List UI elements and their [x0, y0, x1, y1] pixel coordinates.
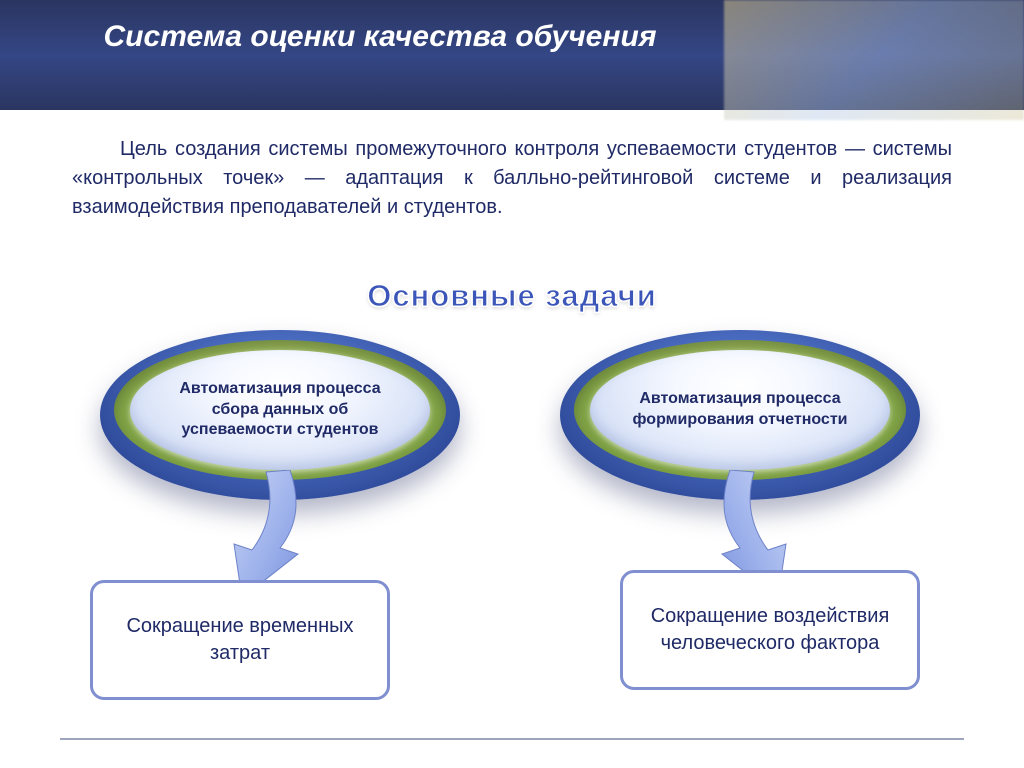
disc-label: Автоматизация процесса формирования отче…	[616, 389, 864, 431]
page-title: Система оценки качества обучения	[80, 18, 680, 56]
box-label: Сокращение временных затрат	[119, 613, 361, 667]
footer-line	[60, 738, 964, 740]
description-text: Цель создания системы промежуточного кон…	[72, 135, 952, 222]
subtitle: Основные задачи	[0, 278, 1024, 314]
box-label: Сокращение воздействия человеческого фак…	[649, 603, 891, 657]
disc-label: Автоматизация процесса сбора данных об у…	[156, 379, 404, 441]
disc-left: Автоматизация процесса сбора данных об у…	[100, 330, 460, 500]
result-box-right: Сокращение воздействия человеческого фак…	[620, 570, 920, 690]
disc-right: Автоматизация процесса формирования отче…	[560, 330, 920, 500]
result-box-left: Сокращение временных затрат	[90, 580, 390, 700]
disc-inner: Автоматизация процесса формирования отче…	[590, 350, 890, 470]
header-decoration	[724, 0, 1024, 120]
disc-inner: Автоматизация процесса сбора данных об у…	[130, 350, 430, 470]
